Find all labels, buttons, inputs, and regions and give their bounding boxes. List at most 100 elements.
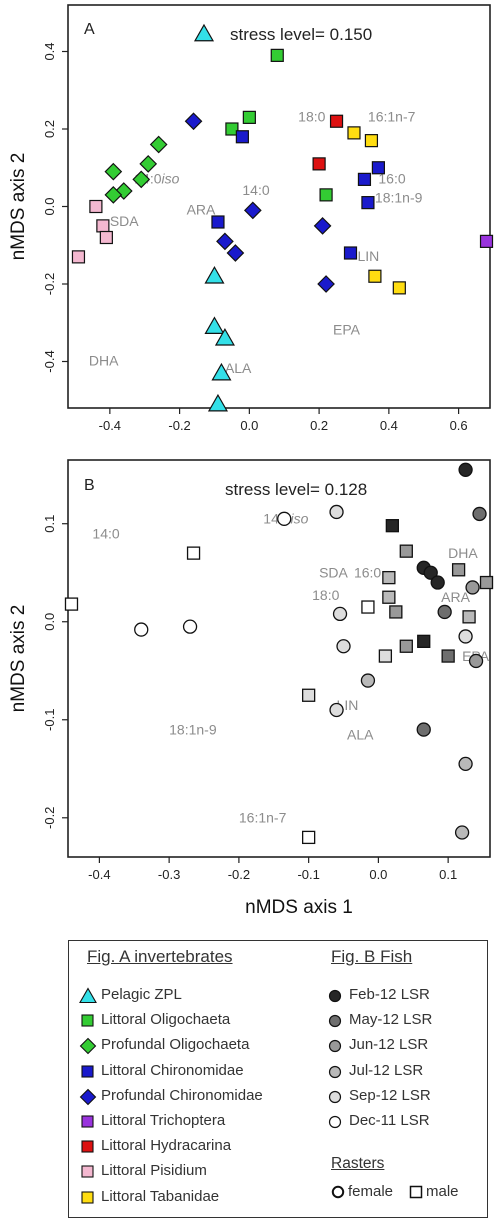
data-point-male — [417, 634, 431, 648]
fatty-acid-label: 14:0 — [242, 182, 269, 198]
raster-female-label: female — [348, 1183, 394, 1200]
fatty-acid-label: 16:1n-7 — [239, 810, 287, 826]
x-tick-label: 0.4 — [380, 418, 398, 433]
y-axis-label: nMDS axis 2 — [8, 605, 29, 713]
panel-label: A — [84, 21, 95, 38]
marker-shape — [81, 1115, 94, 1128]
series-sep-12-lsr — [301, 504, 473, 718]
data-point — [243, 201, 262, 220]
legend-fig-a-title: Fig. A invertebrates — [87, 947, 233, 966]
data-point — [99, 230, 113, 245]
legend-label: Littoral Chironomidae — [101, 1061, 244, 1079]
stress-triangle-icon — [193, 23, 215, 42]
legend-label: May-12 LSR — [349, 1011, 433, 1029]
data-point — [149, 135, 168, 154]
data-point — [104, 162, 123, 181]
y-tick-label: -0.1 — [42, 709, 57, 731]
stress-level-label: stress level= 0.128 — [225, 480, 367, 499]
data-point-female — [329, 702, 344, 718]
series-littoral-oligochaeta — [225, 48, 333, 202]
legend-label: Littoral Pisidium — [101, 1162, 207, 1180]
data-point — [364, 134, 379, 148]
fatty-acid-label: 16:0 — [354, 565, 381, 581]
fatty-acid-label: 16:0 — [378, 170, 405, 186]
data-point-male — [378, 649, 393, 663]
data-point-male — [399, 544, 413, 558]
data-point — [204, 316, 225, 334]
legend-marker — [328, 1065, 342, 1078]
x-tick-label: -0.3 — [158, 867, 180, 882]
data-point-female — [454, 825, 470, 840]
data-point-female — [458, 756, 473, 772]
data-point-male — [382, 570, 396, 585]
data-point — [368, 269, 382, 283]
series-feb-12-lsr — [385, 462, 473, 648]
figure: -0.4 -0.2 0.0 0.2 0.4 0.6 0.4 0.2 0.0 -0.2 -0.4 nMD… — [8, 4, 494, 918]
data-point — [313, 217, 332, 235]
data-point — [357, 172, 372, 186]
stress-level-label: stress level= 0.150 — [230, 25, 372, 44]
legend-label: Littoral Oligochaeta — [101, 1011, 231, 1029]
x-tick-label: 0.6 — [450, 418, 468, 433]
series-dec-11-lsr — [64, 511, 375, 845]
data-point — [361, 196, 375, 210]
data-point — [392, 281, 406, 295]
data-point — [216, 232, 234, 251]
y-tick-label: 0.2 — [42, 120, 57, 138]
data-point-male — [301, 830, 316, 845]
data-point-female — [458, 629, 473, 644]
data-point-female — [360, 673, 376, 688]
data-point — [139, 155, 158, 173]
data-point — [204, 266, 225, 284]
fatty-acid-label: ALA — [225, 360, 252, 376]
series-littoral-hydracarina — [312, 114, 344, 171]
legend-rasters-title: Rasters — [331, 1155, 385, 1172]
legend-label: Jun-12 LSR — [349, 1036, 429, 1054]
legend-label: Feb-12 LSR — [349, 986, 430, 1003]
fatty-acid-label: 18:0 — [312, 587, 339, 603]
legend-marker — [81, 1140, 94, 1153]
data-point-male — [441, 649, 455, 663]
x-tick-label: 0.2 — [310, 418, 328, 433]
data-point-female — [416, 722, 431, 737]
data-point — [235, 130, 249, 144]
marker-shape — [81, 1191, 94, 1204]
marker-shape — [79, 1088, 97, 1106]
legend: Fig. A invertebrates Pelagic ZPL Littoral… — [68, 940, 488, 1218]
y-tick-label: 0.4 — [42, 42, 57, 60]
series-jun-12-lsr — [389, 544, 494, 669]
iso-suffix: iso — [162, 170, 180, 186]
data-point — [184, 112, 203, 131]
data-point-male — [361, 600, 375, 614]
data-point-male — [399, 639, 413, 653]
data-point-female — [332, 606, 348, 622]
series-pelagic-zpl — [204, 266, 235, 412]
marker-shape — [328, 1115, 342, 1129]
data-point — [207, 393, 229, 412]
fatty-acid-label: EPA — [333, 321, 361, 337]
marker-shape — [79, 1038, 97, 1055]
legend-label: Littoral Tabanidae — [101, 1187, 220, 1205]
series-littoral-tabanidae — [347, 126, 406, 295]
fatty-acid-label: ARA — [441, 589, 470, 605]
data-point-male — [385, 519, 399, 533]
x-tick-label: 0.1 — [439, 867, 457, 882]
legend-marker — [328, 989, 342, 1003]
series-littoral-pisidium — [71, 199, 113, 264]
legend-label: Jul-12 LSR — [349, 1061, 424, 1079]
data-point — [371, 161, 385, 175]
x-axis-label: nMDS axis 1 — [245, 897, 353, 918]
data-point — [479, 234, 494, 248]
plot-frame — [67, 4, 491, 409]
fatty-acid-label: ALA — [347, 726, 374, 742]
data-point — [225, 122, 239, 136]
y-tick-label: 0.0 — [42, 197, 57, 215]
data-point-female — [329, 504, 344, 520]
y-tick-label: -0.2 — [42, 273, 57, 295]
x-tick-label: 0.0 — [369, 867, 387, 882]
x-tick-label: -0.2 — [168, 418, 190, 433]
data-point — [226, 244, 245, 262]
panel-b: -0.4 -0.3 -0.2 -0.1 0.0 0.1 0.1 0.0 -0.1 -0.2 nMDS… — [8, 459, 494, 918]
data-point — [89, 199, 103, 214]
y-tick-label: -0.2 — [42, 807, 57, 829]
